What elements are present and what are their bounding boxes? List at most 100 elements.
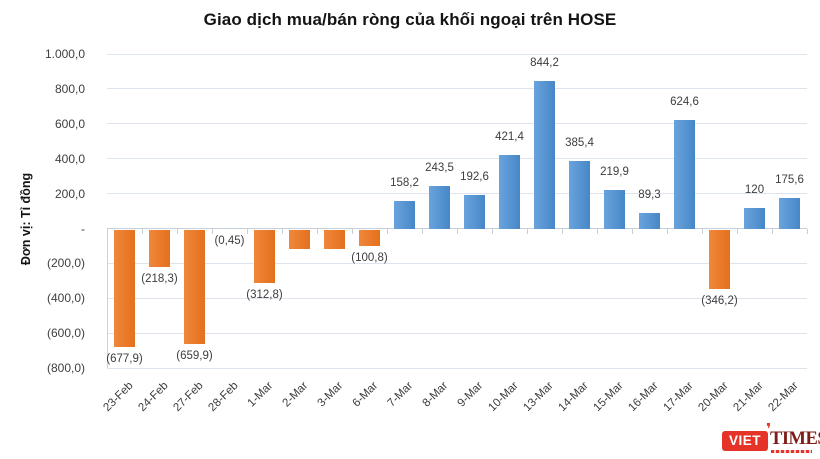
x-tick-label: 14-Mar	[556, 379, 591, 415]
x-tick-label: 22-Mar	[766, 379, 801, 415]
y-tick-label: 800,0	[54, 81, 85, 96]
bar-7-Mar	[394, 200, 415, 229]
bar-value-label: 385,4	[565, 137, 594, 150]
x-tick-label: 15-Mar	[591, 379, 626, 415]
bar-6-Mar	[359, 229, 380, 247]
x-axis-tick	[492, 228, 493, 234]
y-tick-label: (400,0)	[46, 291, 85, 306]
gridline	[107, 262, 807, 264]
x-tick-label: 20-Mar	[696, 379, 731, 415]
x-axis-tick	[352, 228, 353, 234]
x-axis-tick	[457, 228, 458, 234]
viettimes-logo-tagline	[771, 450, 812, 453]
bar-value-label: 421,4	[495, 130, 524, 143]
bar-15-Mar	[604, 190, 625, 229]
x-tick-label: 13-Mar	[521, 379, 556, 415]
x-axis-tick	[422, 228, 423, 234]
bar-9-Mar	[464, 194, 485, 229]
gridline	[107, 123, 807, 125]
x-tick-label: 28-Feb	[206, 379, 241, 415]
x-tick-label: 8-Mar	[421, 379, 451, 410]
x-tick-label: 17-Mar	[661, 379, 696, 415]
gridline	[107, 332, 807, 334]
x-axis-tick	[772, 228, 773, 234]
bar-23-Feb	[114, 229, 135, 347]
x-axis-tick	[562, 228, 563, 234]
viettimes-logo-times: TIMES	[770, 429, 820, 449]
y-tick-label: (800,0)	[46, 361, 85, 376]
x-tick-label: 16-Mar	[626, 379, 661, 415]
bar-value-label: (100,8)	[351, 252, 388, 265]
bar-14-Mar	[569, 161, 590, 229]
bar-value-label: (218,3)	[141, 272, 178, 285]
gridline	[107, 88, 807, 90]
x-axis-tick	[107, 228, 108, 234]
bar-value-label: (312,8)	[246, 289, 283, 302]
x-axis-tick	[212, 228, 213, 234]
x-axis-tick	[702, 228, 703, 234]
bar-13-Mar	[534, 81, 555, 229]
gridline	[107, 158, 807, 160]
y-tick-label: 200,0	[54, 186, 85, 201]
x-tick-label: 24-Feb	[136, 379, 171, 415]
chart-title: Giao dịch mua/bán ròng của khối ngoại tr…	[203, 10, 617, 29]
y-tick-label: -	[81, 221, 85, 236]
x-axis-tick	[597, 228, 598, 234]
bar-16-Mar	[639, 212, 660, 229]
x-axis-tick	[142, 228, 143, 234]
viettimes-logo-viet: VIET	[722, 431, 768, 451]
bar-value-label: 192,6	[460, 170, 489, 183]
viettimes-logo: VIET TIMES	[722, 427, 820, 456]
y-tick-label: 1.000,0	[44, 47, 85, 61]
bar-value-label: (346,2)	[701, 294, 738, 307]
x-tick-label: 23-Feb	[101, 379, 136, 415]
bar-value-label: 844,2	[530, 57, 559, 70]
bar-8-Mar	[429, 186, 450, 229]
x-axis-tick	[632, 228, 633, 234]
x-tick-label: 9-Mar	[456, 379, 486, 410]
bar-value-label: (659,9)	[176, 349, 213, 362]
x-axis-tick	[317, 228, 318, 234]
x-axis-tick	[387, 228, 388, 234]
bar-value-label: (677,9)	[106, 352, 143, 365]
x-tick-label: 7-Mar	[386, 379, 416, 410]
bar-10-Mar	[499, 154, 520, 229]
y-tick-label: 400,0	[54, 151, 85, 166]
x-axis-tick	[282, 228, 283, 234]
bar-21-Mar	[744, 207, 765, 229]
x-axis-tick	[247, 228, 248, 234]
x-axis-tick	[807, 228, 808, 234]
bar-22-Mar	[779, 197, 800, 229]
bar-value-label: 175,6	[775, 173, 804, 186]
x-tick-label: 10-Mar	[486, 379, 521, 415]
x-axis-tick	[177, 228, 178, 234]
bar-value-label: (0,45)	[214, 234, 245, 247]
bar-value-label: 624,6	[670, 95, 699, 108]
gridline	[107, 193, 807, 195]
bar-value-label: 243,5	[425, 162, 454, 175]
y-tick-label: (600,0)	[46, 326, 85, 341]
y-tick-label: 600,0	[54, 116, 85, 131]
x-axis-tick	[667, 228, 668, 234]
bar-value-label: 158,2	[390, 176, 419, 189]
x-tick-label: 2-Mar	[281, 379, 311, 410]
gridline	[107, 367, 807, 369]
bar-24-Feb	[149, 229, 170, 267]
x-tick-label: 21-Mar	[731, 379, 766, 415]
bar-value-label: 120	[744, 183, 765, 196]
bar-1-Mar	[254, 229, 275, 284]
bar-17-Mar	[674, 119, 695, 229]
y-axis-line	[107, 228, 108, 369]
x-axis-tick	[527, 228, 528, 234]
bar-value-label: 219,9	[600, 166, 629, 179]
x-tick-label: 1-Mar	[246, 379, 276, 410]
bar-3-Mar	[324, 229, 345, 250]
gridline	[107, 297, 807, 299]
bar-20-Mar	[709, 229, 730, 289]
x-axis-tick	[737, 228, 738, 234]
bar-27-Feb	[184, 229, 205, 344]
bar-2-Mar	[289, 229, 310, 249]
bar-value-label: 89,3	[638, 188, 661, 201]
x-tick-label: 6-Mar	[351, 379, 381, 410]
gridline	[107, 53, 807, 55]
